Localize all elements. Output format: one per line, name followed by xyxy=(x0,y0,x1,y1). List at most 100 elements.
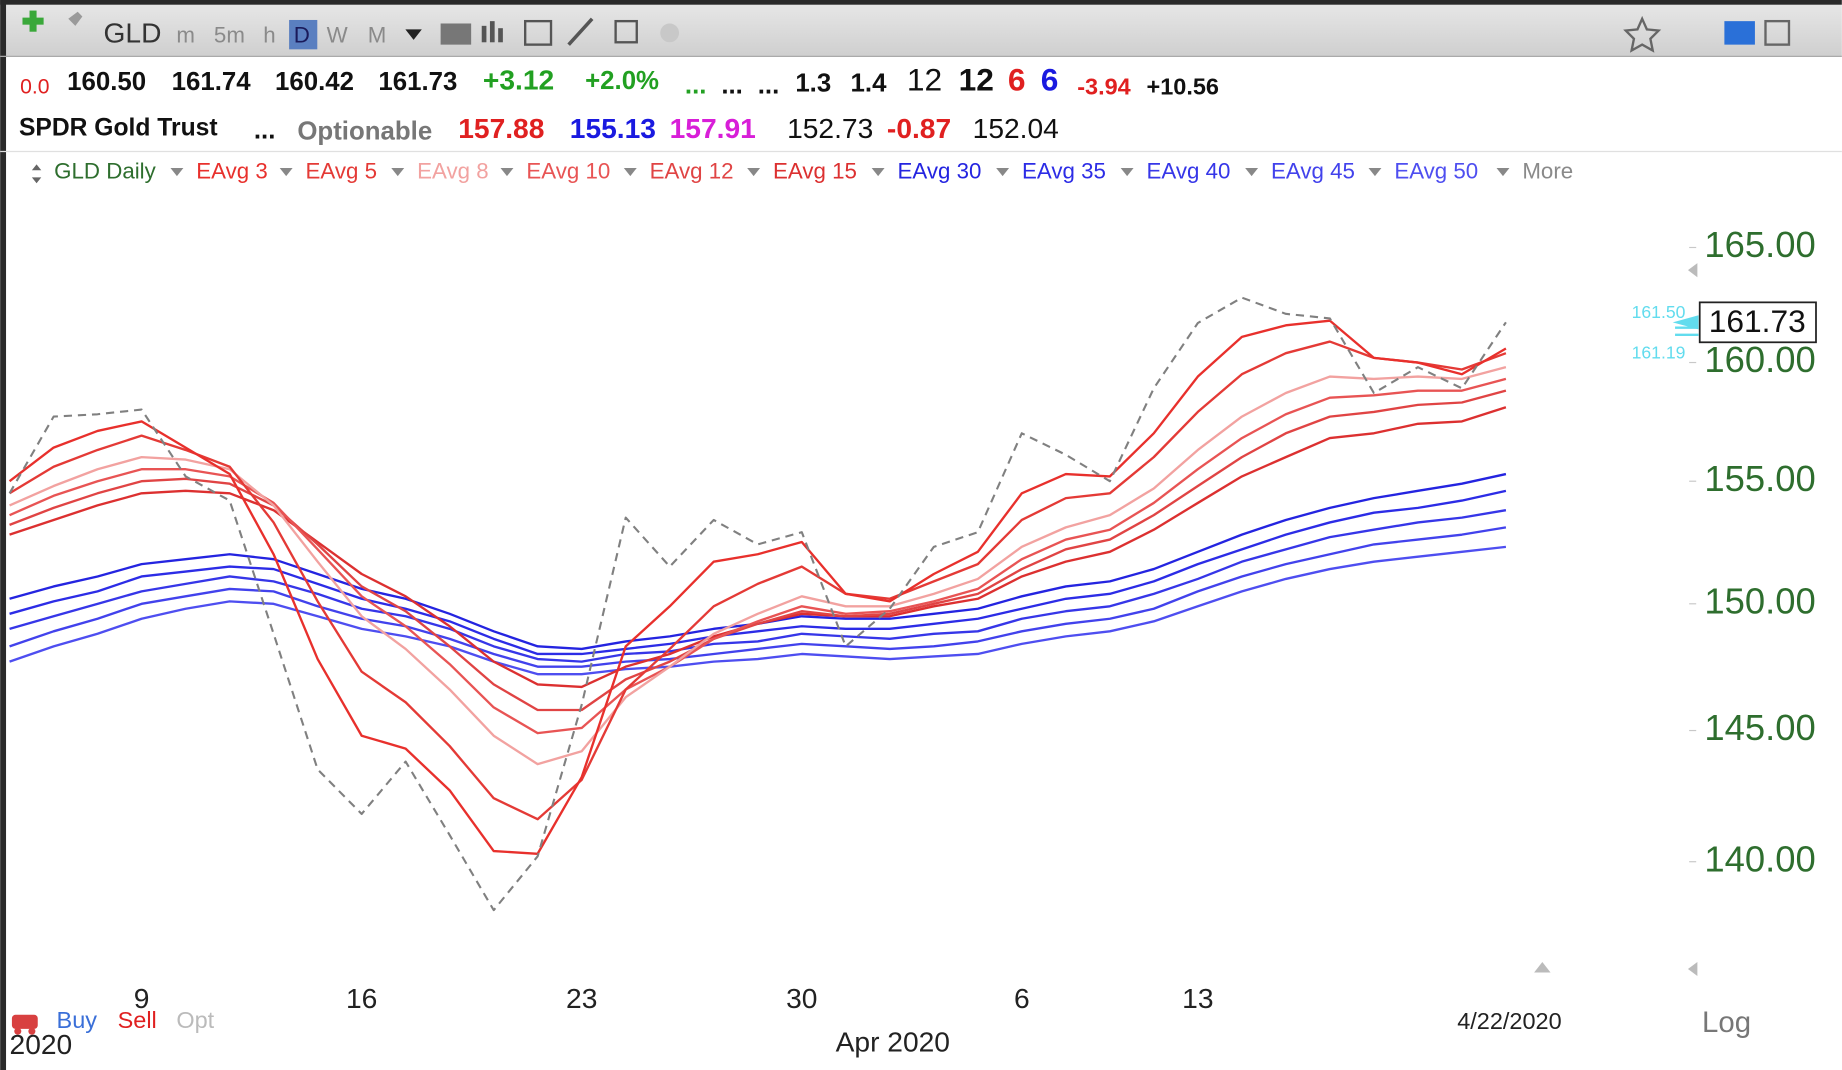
info: Optionable xyxy=(297,118,432,146)
plot: 140.00 145.00 150.00 155.00 160.00 165.00 9 16 2… xyxy=(8,224,1817,1014)
legend-entry[interactable]: EAvg 40 xyxy=(1147,159,1231,184)
series-line xyxy=(8,296,1507,912)
quote: 12 xyxy=(907,62,942,98)
x-month-label: Apr 2020 xyxy=(836,1026,950,1058)
legend-handle[interactable] xyxy=(31,164,42,184)
x-tick-label: 16 xyxy=(346,982,377,1014)
price-box xyxy=(1698,301,1817,344)
bar-icon[interactable] xyxy=(481,21,503,43)
legend-dropdown[interactable] xyxy=(1496,167,1510,177)
quote: 6 xyxy=(1008,62,1026,98)
legend-entry[interactable]: EAvg 50 xyxy=(1394,159,1478,184)
quote: 160.42 xyxy=(275,68,354,96)
interval[interactable]: M xyxy=(368,22,387,47)
security-name: SPDR Gold Trust xyxy=(19,115,218,142)
quote: +10.56 xyxy=(1147,73,1219,99)
legend-dropdown[interactable] xyxy=(623,167,637,177)
legend-entry[interactable]: EAvg 3 xyxy=(196,159,268,184)
share-icon[interactable] xyxy=(660,23,680,43)
quote: 160.50 xyxy=(67,68,146,96)
legend-entry[interactable]: EAvg 12 xyxy=(650,159,734,184)
legend-entry[interactable]: EAvg 15 xyxy=(773,159,857,184)
legend-entry[interactable]: EAvg 8 xyxy=(417,159,489,184)
legend-dropdown[interactable] xyxy=(279,167,293,177)
info: 155.13 xyxy=(570,112,656,144)
star-icon[interactable] xyxy=(1623,15,1662,53)
quote: 12 xyxy=(959,62,994,98)
quote: ... xyxy=(721,72,743,100)
s-icon[interactable] xyxy=(1724,21,1755,45)
quote: +3.12 xyxy=(483,64,554,96)
quote: -3.94 xyxy=(1077,73,1131,99)
signal-opt[interactable]: Opt xyxy=(176,1007,214,1033)
legend-entry[interactable]: EAvg 10 xyxy=(526,159,610,184)
legend-dropdown[interactable] xyxy=(170,167,184,177)
series-line xyxy=(9,509,1507,663)
legend-dropdown[interactable] xyxy=(1245,167,1259,177)
legend-entry[interactable]: EAvg 45 xyxy=(1271,159,1355,184)
legend-dropdown[interactable] xyxy=(391,167,405,177)
series-line xyxy=(9,489,1507,656)
add-button[interactable] xyxy=(22,10,44,32)
quote: 6 xyxy=(1041,62,1059,98)
quote: 0.0 xyxy=(20,76,49,99)
dropdown-arrow[interactable] xyxy=(405,29,422,40)
legend-dropdown[interactable] xyxy=(1368,167,1382,177)
pin-icon[interactable] xyxy=(68,11,83,26)
legend-more[interactable]: More xyxy=(1522,159,1573,184)
interval[interactable]: m xyxy=(176,22,195,47)
scroll-marker xyxy=(1534,961,1551,973)
interval-selected-bg xyxy=(289,19,318,50)
scale-mode[interactable]: Log xyxy=(1702,1006,1751,1039)
interval[interactable]: D xyxy=(294,22,310,47)
grid-icon[interactable] xyxy=(524,19,553,46)
x-tick-label: 23 xyxy=(566,982,597,1014)
legend-dropdown[interactable] xyxy=(871,167,885,177)
series-line xyxy=(8,340,1507,821)
legend-dropdown[interactable] xyxy=(1120,167,1134,177)
legend-entry[interactable]: GLD Daily xyxy=(54,159,156,184)
legend-dropdown[interactable] xyxy=(500,167,514,177)
price-label: 161.73 xyxy=(1709,303,1806,339)
legend-entry[interactable]: EAvg 5 xyxy=(306,159,378,184)
left-border xyxy=(0,0,7,1070)
quote: ... xyxy=(758,72,780,100)
y-tick-label: 165.00 xyxy=(1704,224,1815,265)
tool-icon[interactable] xyxy=(440,23,472,45)
series-line xyxy=(9,366,1507,766)
series-line xyxy=(9,389,1507,712)
note-icon[interactable] xyxy=(614,19,638,44)
price-pointer xyxy=(1672,315,1699,330)
y-tick-label: 155.00 xyxy=(1704,458,1815,499)
y-tick-label: 140.00 xyxy=(1704,838,1815,879)
signal-buy[interactable]: Buy xyxy=(57,1007,98,1033)
y-tick-label: 150.00 xyxy=(1704,580,1815,621)
interval[interactable]: h xyxy=(263,22,275,47)
window-icon[interactable] xyxy=(1764,19,1791,46)
quote: 1.4 xyxy=(851,69,888,97)
symbol[interactable]: GLD xyxy=(104,17,162,49)
legend-dropdown[interactable] xyxy=(996,167,1010,177)
info: ... xyxy=(254,116,276,144)
interval[interactable]: 5m xyxy=(214,22,245,47)
y-tick-label: 160.00 xyxy=(1704,339,1815,380)
draw-icon[interactable] xyxy=(567,17,594,46)
side-label: 161.19 xyxy=(1632,342,1686,362)
signal-sell[interactable]: Sell xyxy=(118,1007,157,1033)
x-tick-label: 9 xyxy=(134,982,150,1014)
legend-entry[interactable]: EAvg 35 xyxy=(1022,159,1106,184)
signal-icon[interactable] xyxy=(11,1014,38,1035)
scroll-marker xyxy=(1687,961,1698,977)
y-tick-label: 145.00 xyxy=(1704,707,1815,748)
legend-entry[interactable]: EAvg 30 xyxy=(898,159,982,184)
top-border xyxy=(0,0,1842,5)
info: 152.04 xyxy=(973,112,1059,144)
x-tick-label: 13 xyxy=(1182,982,1213,1014)
info: 152.73 xyxy=(787,112,873,144)
info: 157.88 xyxy=(458,112,544,144)
legend-dropdown[interactable] xyxy=(747,167,761,177)
series-line xyxy=(9,545,1507,676)
cursor-date: 4/22/2020 xyxy=(1457,1008,1561,1034)
interval[interactable]: W xyxy=(327,22,348,47)
